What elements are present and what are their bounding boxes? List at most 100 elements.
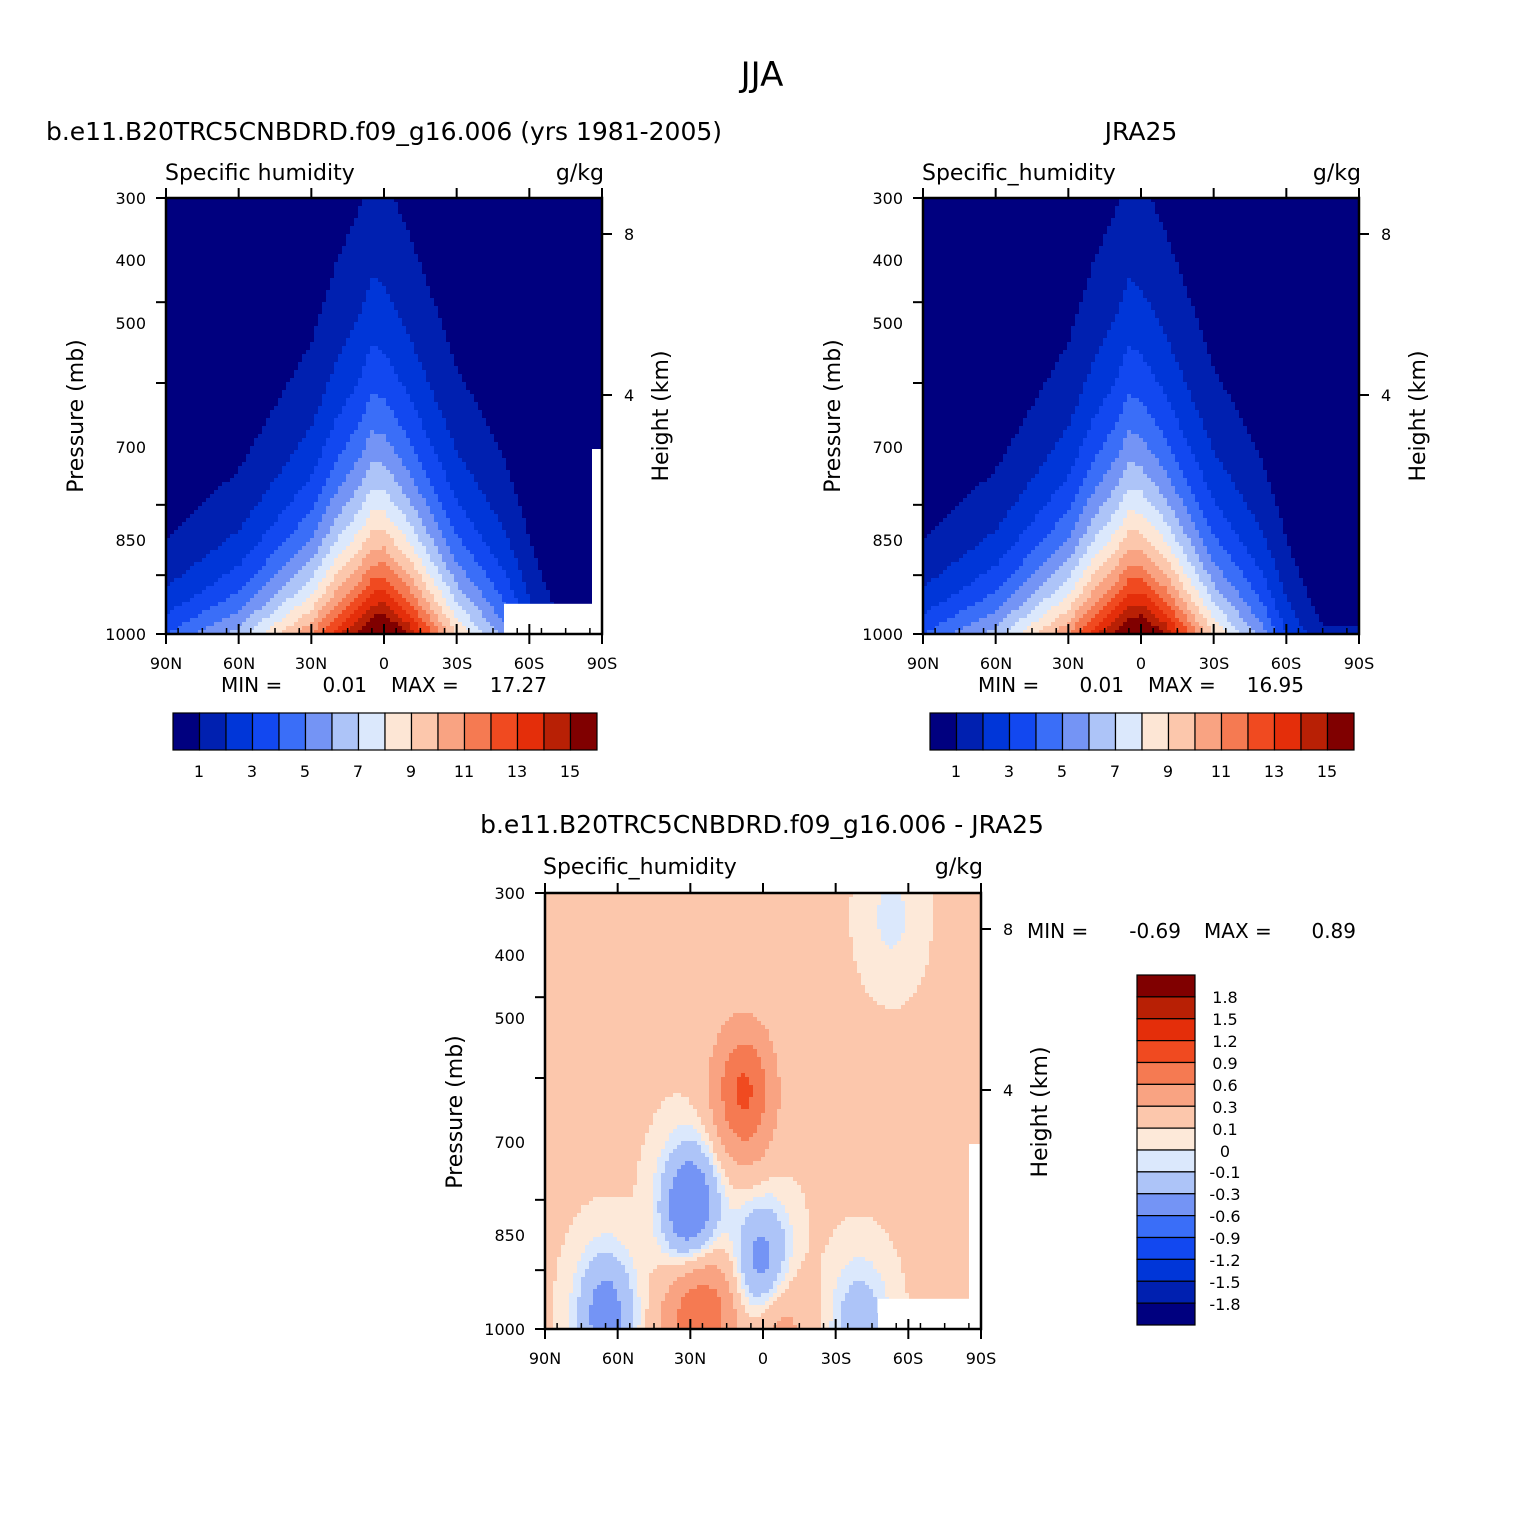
contour-cell	[1203, 542, 1220, 547]
contour-cell	[1035, 590, 1056, 595]
contour-cell	[282, 566, 303, 571]
contour-cell	[1047, 610, 1068, 615]
contour-cell	[709, 1061, 726, 1066]
contour-cell	[422, 426, 447, 431]
contour-cell	[166, 526, 179, 531]
contour-cell	[653, 1201, 658, 1206]
contour-cell	[753, 1085, 766, 1090]
contour-cell	[506, 530, 527, 535]
contour-cell	[362, 366, 395, 371]
contour-cell	[1003, 602, 1024, 607]
contour-cell	[1099, 622, 1112, 627]
contour-cell	[1127, 350, 1140, 355]
contour-cell	[1159, 510, 1176, 515]
contour-cell	[318, 582, 331, 587]
contour-cell	[362, 502, 395, 507]
contour-cell	[785, 1249, 794, 1254]
contour-cell	[498, 558, 519, 563]
contour-cell	[1167, 614, 1176, 619]
contour-cell	[1119, 450, 1152, 455]
contour-cell	[741, 1285, 750, 1290]
contour-cell	[701, 1249, 714, 1254]
contour-cell	[1095, 354, 1124, 359]
contour-cell	[338, 354, 367, 359]
contour-cell	[1191, 486, 1208, 491]
contour-cell	[1187, 386, 1224, 391]
contour-cell	[402, 486, 419, 491]
contour-cell	[923, 430, 1020, 435]
contour-cell	[577, 1301, 594, 1306]
plot-frame-model	[164, 196, 604, 636]
contour-cell	[1091, 594, 1104, 599]
contour-cell	[1175, 514, 1192, 519]
contour-cell	[366, 442, 391, 447]
contour-cell	[1127, 466, 1144, 471]
contour-cell	[354, 598, 367, 603]
contour-cell	[386, 466, 407, 471]
colorbar-swatch	[463, 712, 492, 751]
contour-cell	[1159, 214, 1360, 219]
contour-cell	[1279, 510, 1360, 515]
contour-cell	[821, 1305, 834, 1310]
contour-cell	[1195, 614, 1204, 619]
contour-cell	[350, 542, 363, 547]
contour-cell	[1223, 386, 1360, 391]
contour-cell	[1067, 622, 1076, 627]
contour-cell	[773, 1293, 782, 1298]
contour-cell	[1191, 446, 1212, 451]
contour-cell	[545, 1133, 646, 1138]
contour-cell	[330, 434, 351, 439]
contour-cell	[282, 618, 299, 623]
contour-cell	[713, 1229, 742, 1234]
contour-cell	[446, 562, 459, 567]
contour-cell	[1075, 410, 1100, 415]
contour-cell	[1203, 334, 1360, 339]
contour-cell	[545, 925, 850, 930]
contour-cell	[705, 1265, 718, 1270]
contour-cell	[777, 1113, 982, 1118]
contour-cell	[1227, 518, 1256, 523]
contour-cell	[781, 1089, 982, 1094]
contour-cell	[358, 510, 371, 515]
contour-cell	[370, 534, 391, 539]
contour-cell	[1127, 430, 1132, 435]
contour-cell	[166, 582, 171, 587]
contour-cell	[450, 430, 491, 435]
contour-cell	[545, 1305, 554, 1310]
contour-cell	[557, 1265, 578, 1270]
contour-cell	[1207, 550, 1228, 555]
contour-cell	[697, 1129, 706, 1134]
contour-cell	[825, 1249, 898, 1254]
contour-cell	[374, 614, 387, 619]
contour-cell	[577, 1269, 586, 1274]
contour-cell	[1107, 470, 1124, 475]
contour-cell	[1151, 450, 1172, 455]
contour-cell	[833, 1233, 890, 1238]
contour-cell	[1087, 434, 1108, 439]
contour-cell	[1287, 594, 1308, 599]
contour-cell	[661, 1173, 678, 1178]
cbar-label-13: 13	[507, 762, 527, 781]
contour-cell	[1159, 318, 1200, 323]
contour-cell	[238, 610, 255, 615]
contour-cell	[1055, 570, 1072, 575]
contour-cell	[741, 1257, 754, 1262]
contour-cell	[1171, 506, 1188, 511]
contour-cell	[1227, 550, 1248, 555]
contour-cell	[1207, 618, 1216, 623]
contour-cell	[166, 206, 359, 211]
contour-cell	[733, 1245, 742, 1250]
contour-cell	[398, 526, 415, 531]
contour-cell	[422, 522, 439, 527]
contour-cell	[1047, 378, 1088, 383]
contour-cell	[1163, 222, 1360, 227]
colorbar-swatch	[1136, 1018, 1196, 1042]
contour-cell	[1111, 538, 1124, 543]
contour-cell	[390, 294, 431, 299]
contour-cell	[410, 438, 431, 443]
contour-cell	[545, 1177, 638, 1182]
contour-cell	[410, 542, 423, 547]
contour-cell	[1203, 626, 1212, 631]
contour-cell	[482, 410, 603, 415]
contour-cell	[741, 1253, 754, 1258]
